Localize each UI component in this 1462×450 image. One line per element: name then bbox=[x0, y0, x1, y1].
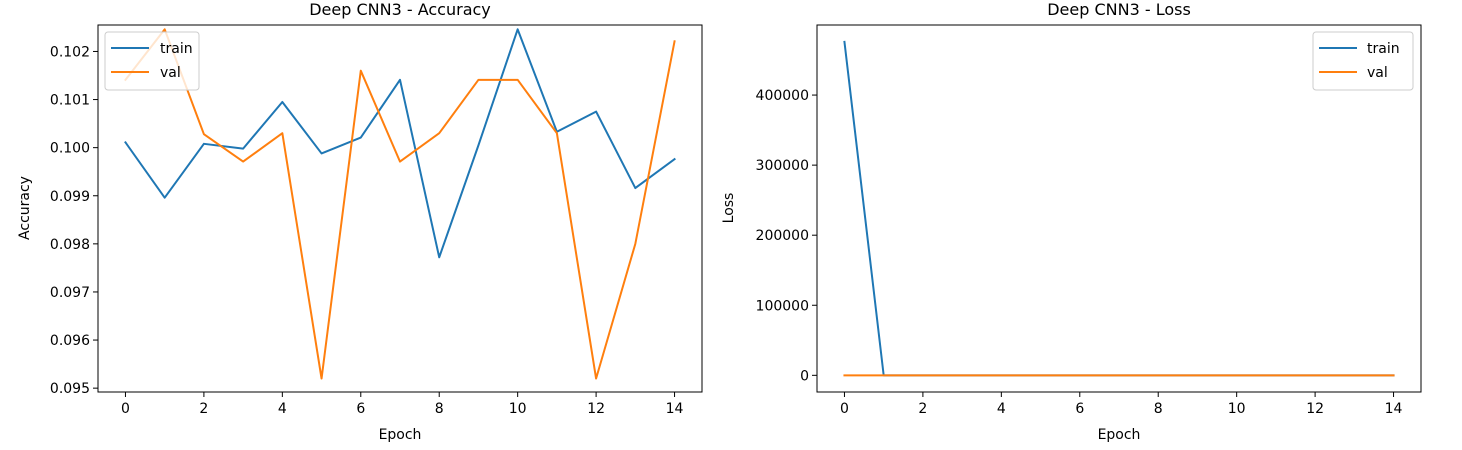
loss-x-tick-label: 6 bbox=[1075, 401, 1084, 417]
loss-x-tick-label: 14 bbox=[1385, 401, 1403, 417]
accuracy-x-tick-label: 8 bbox=[435, 401, 444, 417]
loss-x-tick-label: 10 bbox=[1228, 401, 1246, 417]
accuracy-x-tick-label: 12 bbox=[587, 401, 605, 417]
loss-legend-train-label: train bbox=[1367, 41, 1400, 57]
accuracy-y-tick-label: 0.098 bbox=[50, 237, 90, 253]
loss-x-label: Epoch bbox=[1098, 427, 1141, 443]
accuracy-y-tick-label: 0.100 bbox=[50, 141, 90, 157]
loss-y-tick-label: 100000 bbox=[756, 298, 809, 314]
accuracy-legend-val-label: val bbox=[160, 65, 181, 81]
loss-x-tick-label: 4 bbox=[997, 401, 1006, 417]
accuracy-title: Deep CNN3 - Accuracy bbox=[309, 0, 491, 19]
loss-y-tick-label: 0 bbox=[800, 368, 809, 384]
accuracy-series-val-line bbox=[124, 28, 676, 380]
loss-y-tick-label: 400000 bbox=[756, 88, 809, 104]
loss-y-label: Loss bbox=[721, 193, 737, 224]
accuracy-series-train-line bbox=[124, 28, 676, 259]
accuracy-y-tick-label: 0.097 bbox=[50, 285, 90, 301]
loss-x-tick-label: 0 bbox=[840, 401, 849, 417]
accuracy-x-tick-label: 0 bbox=[121, 401, 130, 417]
accuracy-y-tick-label: 0.101 bbox=[50, 93, 90, 109]
accuracy-x-tick-label: 6 bbox=[356, 401, 365, 417]
loss-x-tick-label: 8 bbox=[1154, 401, 1163, 417]
accuracy-x-tick-label: 2 bbox=[199, 401, 208, 417]
loss-title: Deep CNN3 - Loss bbox=[1047, 0, 1191, 19]
loss-y-tick-label: 200000 bbox=[756, 228, 809, 244]
loss-x-tick-label: 2 bbox=[918, 401, 927, 417]
loss-legend-box bbox=[1312, 31, 1414, 91]
accuracy-legend: train val bbox=[104, 31, 200, 91]
accuracy-x-tick-label: 14 bbox=[666, 401, 684, 417]
accuracy-x-label: Epoch bbox=[379, 427, 422, 443]
accuracy-x-tick-label: 10 bbox=[509, 401, 527, 417]
accuracy-y-tick-label: 0.095 bbox=[50, 381, 90, 397]
loss-legend-val-label: val bbox=[1367, 65, 1388, 81]
accuracy-plot-frame bbox=[97, 24, 703, 393]
accuracy-legend-train-label: train bbox=[160, 41, 193, 57]
accuracy-y-tick-label: 0.102 bbox=[50, 44, 90, 60]
loss-x-tick-label: 12 bbox=[1306, 401, 1324, 417]
accuracy-x-tick-label: 4 bbox=[278, 401, 287, 417]
accuracy-y-label: Accuracy bbox=[17, 176, 33, 240]
loss-y-tick-label: 300000 bbox=[756, 158, 809, 174]
loss-series-train-line bbox=[843, 40, 1395, 377]
loss-chart: Deep CNN3 - Loss 0 2 4 6 8 10 12 14 0 100000 2000… bbox=[721, 0, 1422, 443]
loss-legend: train val bbox=[1312, 31, 1414, 91]
accuracy-legend-box bbox=[104, 31, 200, 91]
accuracy-chart: Deep CNN3 - Accuracy 0 2 4 6 8 10 12 14 0.095 0.… bbox=[17, 0, 703, 443]
loss-plot-frame bbox=[816, 24, 1422, 393]
accuracy-y-tick-label: 0.099 bbox=[50, 189, 90, 205]
accuracy-y-tick-label: 0.096 bbox=[50, 333, 90, 349]
